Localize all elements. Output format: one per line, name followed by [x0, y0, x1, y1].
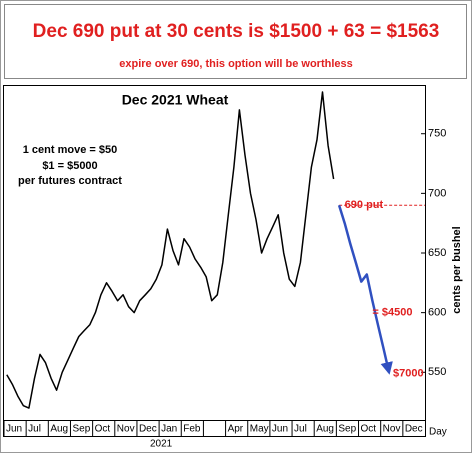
x-tick-label: Sep	[72, 424, 90, 435]
x-tick-label: Apr	[228, 424, 244, 435]
chart-subtitle: expire over 690, this option will be wor…	[119, 58, 353, 70]
x-tick-label: May	[250, 424, 269, 435]
note: $1 = $5000	[42, 160, 97, 172]
y-tick-label: 700	[428, 187, 446, 199]
x-tick-label: Dec	[405, 424, 423, 435]
x-tick-label: Feb	[183, 424, 201, 435]
price-line	[6, 91, 335, 409]
x-tick-label: Aug	[50, 424, 68, 435]
y-tick-label: 600	[428, 307, 446, 319]
title-box	[4, 4, 467, 79]
x-tick-label: Oct	[361, 424, 377, 435]
annotation: $7000	[393, 367, 424, 379]
x-tick-label: Aug	[316, 424, 334, 435]
annotation: = $4500	[372, 307, 412, 319]
x-tick-label: Sep	[338, 424, 356, 435]
x-axis-label: Day	[429, 427, 447, 438]
y-tick-label: 750	[428, 128, 446, 140]
y-tick-label: 650	[428, 247, 446, 259]
x-tick-label: Jun	[272, 424, 288, 435]
x-tick-label: Dec	[139, 424, 157, 435]
note: 1 cent move = $50	[23, 144, 117, 156]
x-tick-label: Oct	[95, 424, 111, 435]
annotation: 690 put	[345, 199, 384, 211]
x-tick-label: Nov	[117, 424, 135, 435]
year-label: 2021	[150, 439, 173, 450]
chart-title: Dec 690 put at 30 cents is $1500 + 63 = …	[33, 21, 440, 42]
y-axis-label: cents per bushel	[451, 226, 463, 313]
x-tick-label: Jul	[28, 424, 41, 435]
x-tick-label: Nov	[383, 424, 401, 435]
chart-label: Dec 2021 Wheat	[122, 92, 229, 108]
note: per futures contract	[18, 175, 122, 187]
projection-arrow	[337, 204, 393, 375]
x-tick-label: Jun	[6, 424, 22, 435]
x-tick-label: Jan	[161, 424, 177, 435]
x-tick-label: Jul	[294, 424, 307, 435]
y-tick-label: 550	[428, 366, 446, 378]
